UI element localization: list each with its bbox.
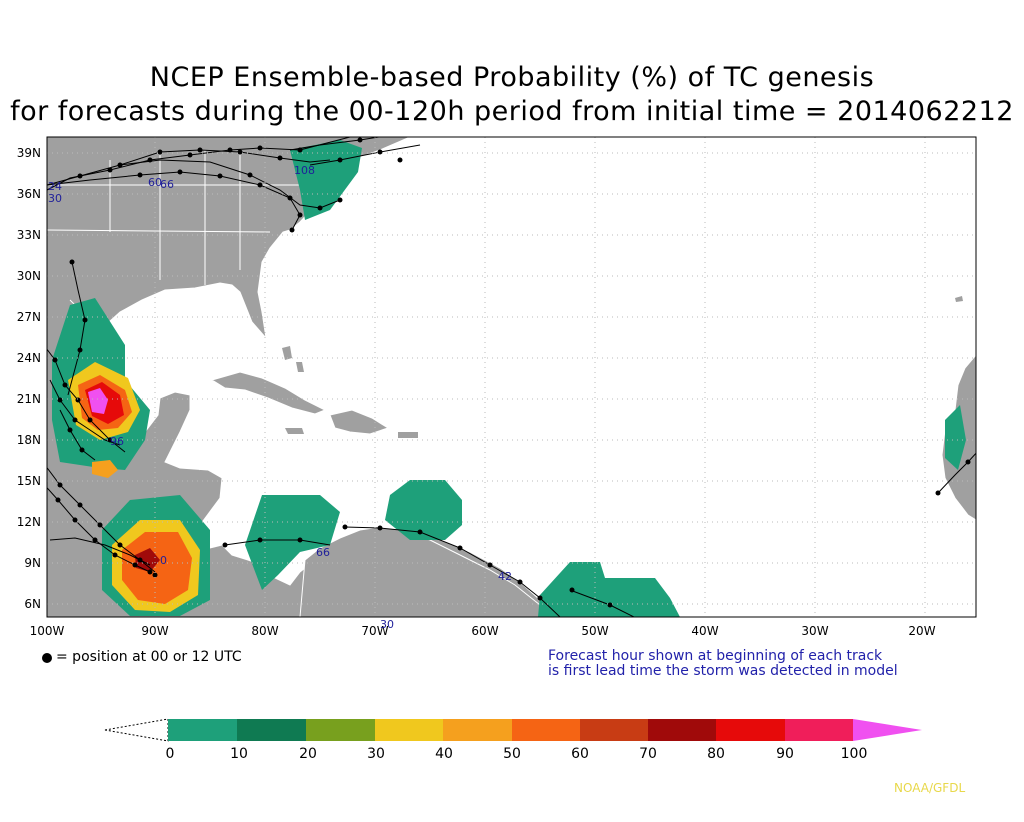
land-hispaniola — [329, 409, 390, 435]
colorbar-label: 30 — [367, 746, 385, 762]
colorbar-low-arrow — [104, 718, 169, 742]
lon-label: 50W — [581, 624, 608, 638]
colorbar-segment — [648, 719, 716, 741]
track-hour-label: 0 — [160, 554, 167, 567]
colorbar-label: 40 — [435, 746, 453, 762]
track-hour-label: 96 — [110, 435, 124, 448]
chart-title-line1: NCEP Ensemble-based Probability (%) of T… — [149, 62, 875, 93]
lon-label: 20W — [908, 624, 935, 638]
lon-label: 80W — [251, 624, 278, 638]
land-puerto-rico — [398, 432, 418, 438]
lon-label: 60W — [471, 624, 498, 638]
prob-area-atlantic — [538, 562, 680, 617]
forecast-note-line1: Forecast hour shown at beginning of each… — [548, 648, 883, 664]
prob-area-west-africa — [945, 405, 966, 470]
prob-area-yucatan-small — [92, 460, 118, 478]
lat-label: 24N — [17, 351, 41, 365]
colorbar-label: 20 — [299, 746, 317, 762]
color-bar: 0 10 20 30 40 50 60 70 80 90 100 — [104, 718, 922, 762]
track-hour-label: 66 — [160, 178, 174, 191]
lat-label: 21N — [17, 392, 41, 406]
lon-label: 40W — [691, 624, 718, 638]
track-hour-label: 66 — [316, 546, 330, 559]
track-hour-label: 24 — [48, 180, 62, 193]
colorbar-segment — [512, 719, 580, 741]
colorbar-label: 70 — [639, 746, 657, 762]
longitude-labels: 100W 90W 80W 70W 60W 50W 40W 30W 20W — [30, 624, 936, 638]
colorbar-label: 50 — [503, 746, 521, 762]
colorbar-segment — [306, 719, 375, 741]
colorbar-segment — [785, 719, 853, 741]
lat-label: 18N — [17, 433, 41, 447]
position-dot-icon — [42, 653, 52, 663]
lat-label: 36N — [17, 187, 41, 201]
prob-area-caribbean-east — [385, 480, 462, 540]
latitude-labels: 39N 36N 33N 30N 27N 24N 21N 18N 15N 12N … — [17, 146, 41, 611]
map-frame — [46, 136, 977, 618]
colorbar-segment — [168, 719, 237, 741]
track-hour-labels: 24 30 60 66 108 42 66 96 0 30 — [48, 164, 512, 631]
colorbar-label: 0 — [166, 746, 175, 762]
colorbar-label: 60 — [571, 746, 589, 762]
lon-label: 100W — [30, 624, 65, 638]
colorbar-label: 10 — [230, 746, 248, 762]
prob-area-northeast-us — [290, 140, 362, 220]
land-jamaica — [285, 428, 304, 434]
map-grid — [47, 137, 976, 617]
lat-label: 33N — [17, 228, 41, 242]
track-hour-label: 42 — [498, 570, 512, 583]
colorbar-label: 100 — [841, 746, 868, 762]
lat-label: 30N — [17, 269, 41, 283]
lat-label: 39N — [17, 146, 41, 160]
position-legend-text: = position at 00 or 12 UTC — [40, 649, 242, 665]
colorbar-segment — [375, 719, 443, 741]
probability-areas — [52, 140, 966, 617]
land-canary-islands — [955, 296, 963, 302]
chart-title-line2: for forecasts during the 00-120h period … — [10, 96, 1014, 127]
lat-label: 15N — [17, 474, 41, 488]
lat-label: 9N — [24, 556, 41, 570]
lat-label: 12N — [17, 515, 41, 529]
land-bahamas — [282, 346, 304, 372]
lat-label: 27N — [17, 310, 41, 324]
colorbar-high-arrow — [853, 719, 922, 741]
colorbar-segment — [237, 719, 306, 741]
track-hour-label: 108 — [294, 164, 315, 177]
prob-area-east-pacific-50pct — [122, 532, 192, 604]
position-legend-label: = position at 00 or 12 UTC — [56, 649, 242, 665]
land-cuba — [210, 371, 327, 415]
lat-label: 6N — [24, 597, 41, 611]
track-hour-label: 30 — [48, 192, 62, 205]
forecast-note-line2: is first lead time the storm was detecte… — [548, 663, 898, 679]
lon-label: 90W — [141, 624, 168, 638]
prob-area-east-pacific-80pct — [135, 548, 160, 572]
lon-label: 70W — [361, 624, 388, 638]
prob-area-caribbean-west — [245, 495, 340, 590]
lon-label: 30W — [801, 624, 828, 638]
credit-text: NOAA/GFDL — [894, 781, 966, 795]
track-hour-label: 60 — [148, 176, 162, 189]
prob-area-gulf-100pct — [88, 388, 108, 414]
colorbar-segment — [716, 719, 785, 741]
colorbar-segment — [580, 719, 648, 741]
colorbar-segment — [443, 719, 512, 741]
colorbar-label: 80 — [707, 746, 725, 762]
track-position-dots — [52, 137, 971, 608]
colorbar-label: 90 — [776, 746, 794, 762]
track-hour-label: 30 — [380, 618, 394, 631]
